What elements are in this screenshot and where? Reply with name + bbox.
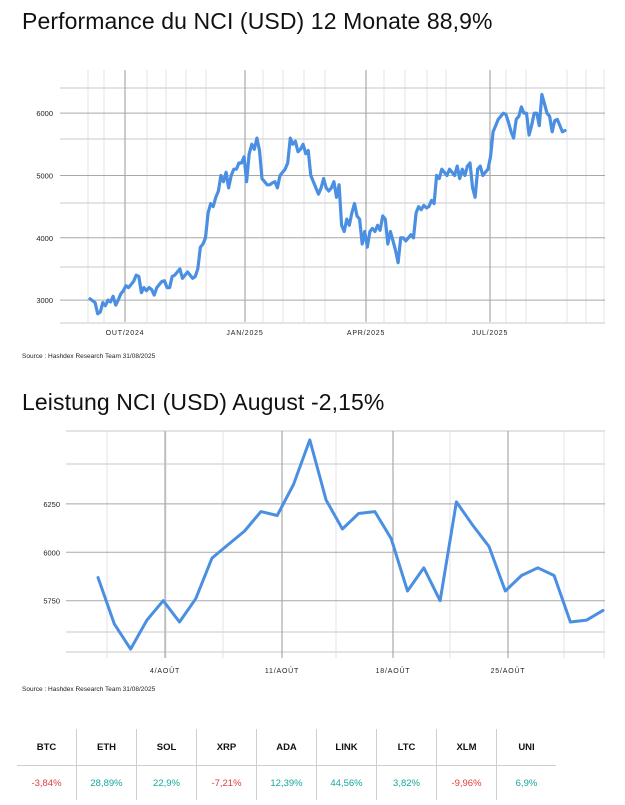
table-header-cell: BTC [17, 729, 77, 766]
table-header-cell: XRP [196, 729, 257, 766]
chart2-plot: 5750 6000 6250 4/AOÛT 11/AOÛT 18/AOÛT 25/AOÛT [43, 430, 605, 675]
table-value-cell: 3,82% [376, 765, 437, 800]
table-value-cell: -9,96% [436, 765, 497, 800]
chart1-plot: 3000 4000 5000 6000 OUT/2024 JAN/2025 APR/202… [36, 70, 605, 337]
table-value-cell: 44,56% [316, 765, 377, 800]
chart1-y-axis: 3000 4000 5000 6000 [36, 109, 53, 305]
x-tick-label: 25/AOÛT [491, 666, 526, 675]
table-value-cell: 28,89% [76, 765, 137, 800]
y-tick-label: 4000 [36, 234, 53, 243]
table-header-cell: UNI [496, 729, 556, 766]
table-header-cell: XLM [436, 729, 497, 766]
table-value-cell: 22,9% [136, 765, 197, 800]
series-line [88, 92, 567, 316]
y-tick-label: 5000 [36, 171, 53, 180]
crypto-performance-table: BTC ETH SOL XRP ADA LINK LTC XLM UNI -3,… [17, 729, 556, 800]
x-tick-label: APR/2025 [347, 330, 385, 337]
table-value-cell: -7,21% [196, 765, 257, 800]
chart1-title: Performance du NCI (USD) 12 Monate 88,9% [22, 8, 493, 34]
chart1-grid [60, 70, 605, 324]
chart2-title: Leistung NCI (USD) August -2,15% [22, 389, 385, 415]
chart2-grid [66, 430, 605, 658]
x-tick-label: JAN/2025 [226, 330, 263, 337]
table-header-cell: LTC [376, 729, 437, 766]
chart2-y-axis: 5750 6000 6250 [43, 500, 60, 606]
table-value-cell: 12,39% [256, 765, 317, 800]
y-tick-label: 6000 [43, 548, 60, 557]
series-line [96, 438, 605, 651]
y-tick-label: 3000 [36, 296, 53, 305]
table-header-row: BTC ETH SOL XRP ADA LINK LTC XLM UNI [17, 729, 556, 766]
table-value-cell: -3,84% [31, 777, 62, 789]
chart2-x-axis: 4/AOÛT 11/AOÛT 18/AOÛT 25/AOÛT [150, 666, 525, 675]
x-tick-label: JUL/2025 [472, 330, 508, 337]
x-tick-label: 11/AOÛT [265, 666, 299, 675]
chart1-series [88, 92, 567, 316]
table-header-cell: ETH [76, 729, 137, 766]
y-tick-label: 5750 [43, 597, 60, 606]
x-tick-label: 4/AOÛT [150, 666, 180, 675]
table-value-cell: 6,9% [496, 765, 556, 800]
table-value-row: -3,84% 28,89% 22,9% -7,21% 12,39% 44,56%… [17, 765, 556, 800]
chart1-x-axis: OUT/2024 JAN/2025 APR/2025 JUL/2025 [106, 330, 508, 337]
y-tick-label: 6000 [36, 109, 53, 118]
x-tick-label: OUT/2024 [106, 330, 145, 337]
x-tick-label: 18/AOÛT [376, 666, 411, 675]
chart1-source: Source : Hashdex Research Team 31/08/202… [22, 353, 156, 360]
chart2-source: Source : Hashdex Research Team 31/08/202… [22, 686, 156, 693]
table-header-cell: LINK [316, 729, 377, 766]
y-tick-label: 6250 [43, 500, 60, 509]
chart2-series [96, 438, 605, 651]
table-header-cell: ADA [256, 729, 317, 766]
table-header-cell: SOL [136, 729, 197, 766]
